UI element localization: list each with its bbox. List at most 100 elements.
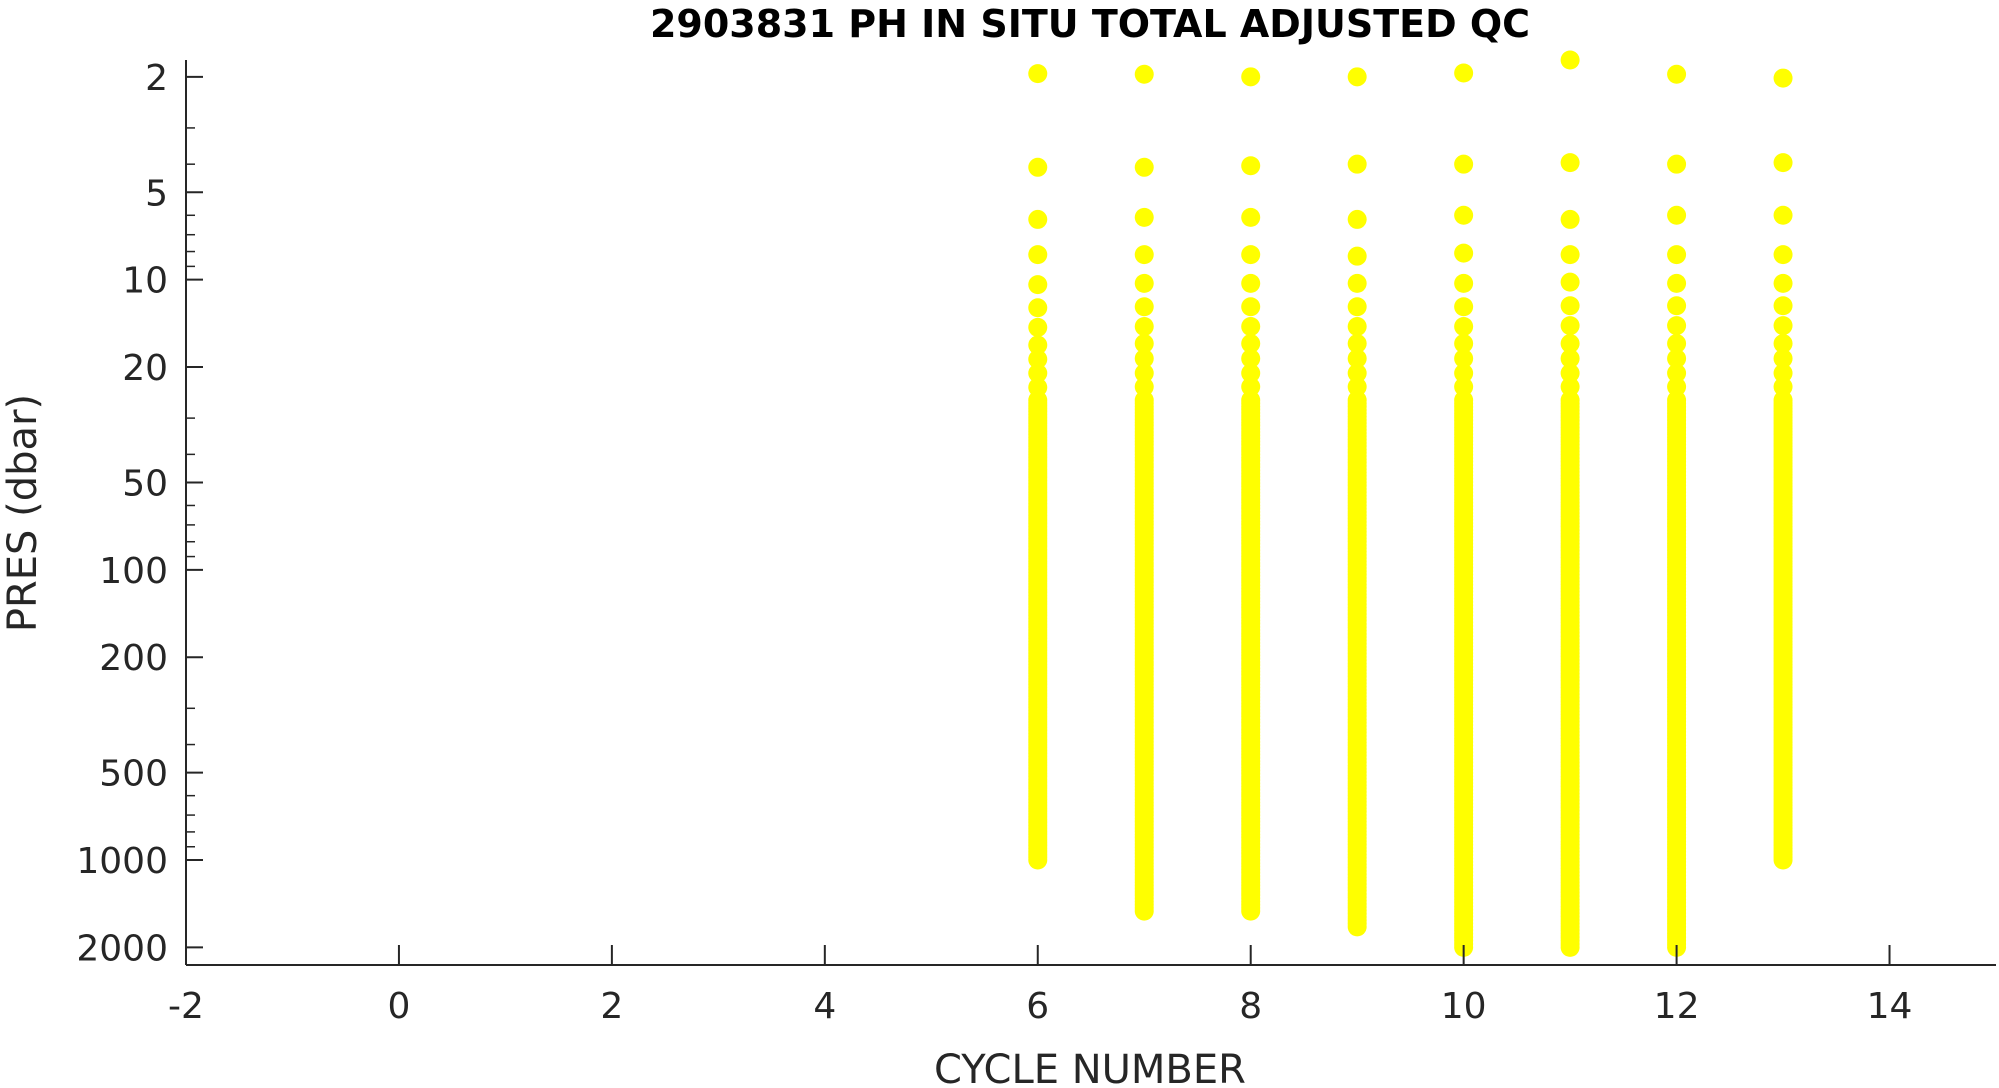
data-point	[1134, 363, 1154, 383]
data-point	[1667, 205, 1687, 225]
data-point	[1454, 316, 1474, 336]
x-tick-label: 14	[1867, 986, 1913, 1027]
data-point	[1454, 297, 1474, 317]
data-point	[1028, 298, 1048, 318]
data-point	[1560, 272, 1580, 292]
profile-cycle-7	[1134, 64, 1154, 921]
data-point	[1347, 246, 1367, 266]
data-point	[1241, 273, 1261, 293]
data-point	[1134, 377, 1154, 397]
data-point	[1560, 153, 1580, 173]
y-tick-label: 20	[122, 348, 168, 389]
data-point	[1134, 349, 1154, 369]
y-tick-label: 200	[99, 638, 168, 679]
data-point	[1347, 917, 1367, 937]
data-point	[1773, 349, 1793, 369]
data-point	[1667, 64, 1687, 84]
data-point	[1241, 245, 1261, 265]
x-tick-label: 4	[813, 986, 836, 1027]
data-point	[1347, 377, 1367, 397]
x-tick-label: 8	[1239, 986, 1262, 1027]
data-point	[1134, 207, 1154, 227]
data-point	[1667, 377, 1687, 397]
data-point	[1134, 157, 1154, 177]
x-tick-label: 0	[387, 986, 410, 1027]
data-point	[1241, 377, 1261, 397]
y-tick-label: 100	[99, 551, 168, 592]
profile-cycle-12	[1667, 64, 1687, 957]
data-point	[1454, 377, 1474, 397]
axes: -2 0 2 4 6 8 10 12 14 2 5 10 20 50 100 200 500 1000 2000	[76, 58, 1996, 1027]
data-point	[1028, 64, 1048, 84]
data-point	[1773, 68, 1793, 88]
data-point	[1241, 334, 1261, 354]
profile-cycle-6	[1028, 64, 1048, 870]
data-point	[1134, 245, 1154, 265]
data-point	[1347, 316, 1367, 336]
data-point	[1134, 334, 1154, 354]
data-point	[1028, 245, 1048, 265]
data-point	[1241, 316, 1261, 336]
data-point	[1134, 901, 1154, 921]
data-point	[1773, 363, 1793, 383]
profile-cycle-11	[1560, 50, 1580, 957]
data-point	[1560, 296, 1580, 316]
data-points	[1028, 50, 1793, 957]
x-tick-label: -2	[168, 986, 204, 1027]
data-point	[1773, 153, 1793, 173]
profile-cycle-9	[1347, 67, 1367, 937]
data-point	[1454, 334, 1474, 354]
data-point	[1667, 245, 1687, 265]
data-point	[1347, 363, 1367, 383]
y-tick-label: 50	[122, 463, 168, 504]
data-point	[1028, 209, 1048, 229]
data-point	[1667, 363, 1687, 383]
data-point	[1241, 207, 1261, 227]
y-tick-label: 1000	[76, 841, 168, 882]
data-point	[1454, 154, 1474, 174]
data-point	[1560, 334, 1580, 354]
data-point	[1560, 245, 1580, 265]
y-tick-label: 500	[99, 754, 168, 795]
y-tick-label: 2000	[76, 928, 168, 969]
data-point	[1454, 205, 1474, 225]
data-point	[1773, 245, 1793, 265]
data-point	[1773, 205, 1793, 225]
data-point	[1454, 349, 1474, 369]
data-point	[1560, 349, 1580, 369]
data-point	[1347, 297, 1367, 317]
data-point	[1773, 316, 1793, 336]
data-point	[1454, 273, 1474, 293]
data-point	[1241, 349, 1261, 369]
data-point	[1773, 377, 1793, 397]
data-point	[1028, 335, 1048, 355]
data-point	[1134, 64, 1154, 84]
data-point	[1028, 349, 1048, 369]
data-point	[1560, 209, 1580, 229]
profile-cycle-13	[1773, 68, 1793, 870]
data-point	[1454, 243, 1474, 263]
data-point	[1454, 63, 1474, 83]
data-point	[1134, 297, 1154, 317]
data-point	[1241, 297, 1261, 317]
data-point	[1667, 334, 1687, 354]
data-point	[1667, 296, 1687, 316]
data-point	[1347, 67, 1367, 87]
data-point	[1773, 334, 1793, 354]
x-tick-label: 6	[1026, 986, 1049, 1027]
y-axis-label: PRES (dbar)	[0, 394, 46, 632]
data-point	[1560, 377, 1580, 397]
data-point	[1347, 273, 1367, 293]
data-point	[1773, 273, 1793, 293]
data-point	[1028, 850, 1048, 870]
data-point	[1773, 850, 1793, 870]
data-point	[1347, 209, 1367, 229]
data-point	[1667, 349, 1687, 369]
data-point	[1347, 154, 1367, 174]
y-tick-label: 2	[145, 58, 168, 99]
x-axis-label: CYCLE NUMBER	[934, 1047, 1246, 1088]
data-point	[1667, 316, 1687, 336]
data-point	[1028, 317, 1048, 337]
data-point	[1241, 67, 1261, 87]
